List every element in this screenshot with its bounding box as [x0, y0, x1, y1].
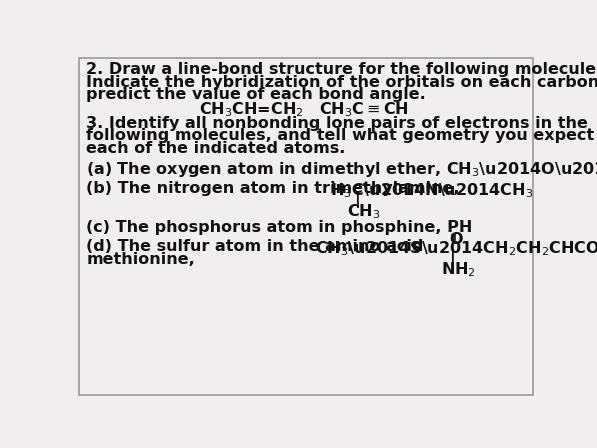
- Text: predict the value of each bond angle.: predict the value of each bond angle.: [86, 87, 426, 102]
- Text: H$_3$C\u2014N\u2014CH$_3$: H$_3$C\u2014N\u2014CH$_3$: [330, 181, 534, 199]
- Text: each of the indicated atoms.: each of the indicated atoms.: [86, 141, 346, 156]
- Text: |: |: [355, 192, 361, 207]
- Text: NH$_2$: NH$_2$: [441, 260, 476, 279]
- Text: following molecules, and tell what geometry you expect for: following molecules, and tell what geome…: [86, 129, 597, 143]
- Text: (a) The oxygen atom in dimethyl ether, CH$_3$\u2014O\u2014CH$_3$: (a) The oxygen atom in dimethyl ether, C…: [86, 160, 597, 179]
- Text: CH$_3$C$\equiv$CH: CH$_3$C$\equiv$CH: [319, 100, 409, 119]
- Text: CH$_3$CH=CH$_2$: CH$_3$CH=CH$_2$: [199, 100, 303, 119]
- Text: 3. Identify all nonbonding lone pairs of electrons in the: 3. Identify all nonbonding lone pairs of…: [86, 116, 588, 131]
- Text: CH$_3$\u2014S\u2014CH$_2$CH$_2$CHCOH: CH$_3$\u2014S\u2014CH$_2$CH$_2$CHCOH: [315, 239, 597, 258]
- Text: (d) The sulfur atom in the amino acid: (d) The sulfur atom in the amino acid: [86, 239, 424, 254]
- Text: O: O: [450, 232, 463, 247]
- Text: Indicate the hybridization of the orbitals on each carbon, and: Indicate the hybridization of the orbita…: [86, 74, 597, 90]
- Text: CH$_3$: CH$_3$: [347, 202, 381, 221]
- Text: |: |: [450, 250, 456, 265]
- Text: (c) The phosphorus atom in phosphine, PH: (c) The phosphorus atom in phosphine, PH: [86, 220, 473, 235]
- FancyBboxPatch shape: [78, 58, 534, 395]
- Text: 2. Draw a line-bond structure for the following molecules,: 2. Draw a line-bond structure for the fo…: [86, 62, 597, 77]
- Text: methionine,: methionine,: [86, 252, 195, 267]
- Text: (b) The nitrogen atom in trimethylamine,: (b) The nitrogen atom in trimethylamine,: [86, 181, 460, 196]
